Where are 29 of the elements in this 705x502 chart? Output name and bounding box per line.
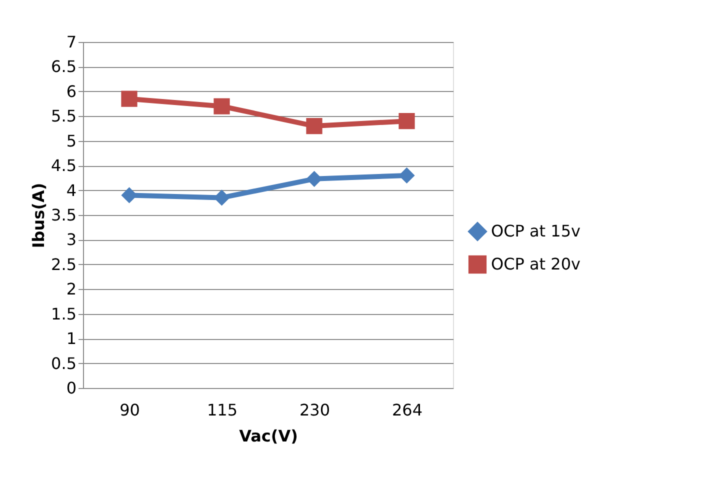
point bbox=[306, 170, 322, 187]
y-tick-label: 6.5 bbox=[51, 57, 76, 76]
x-tick-label: 264 bbox=[392, 400, 423, 420]
y-tick-label: 7 bbox=[66, 32, 76, 52]
y-tick-label: 1 bbox=[66, 329, 76, 348]
y-tick-label: 0 bbox=[66, 378, 76, 398]
point bbox=[398, 167, 415, 184]
point bbox=[214, 98, 230, 114]
y-tick-label: 3 bbox=[66, 230, 76, 250]
point bbox=[398, 113, 415, 130]
point bbox=[306, 118, 322, 134]
y-tick-label: 5 bbox=[66, 131, 76, 150]
y-axis-title: Ibus(A) bbox=[29, 182, 48, 248]
y-tick-label: 5.5 bbox=[51, 106, 76, 126]
x-axis-title: Vac(V) bbox=[239, 426, 298, 446]
y-tick-label: 2.5 bbox=[51, 254, 76, 274]
y-tick-label: 3.5 bbox=[51, 206, 76, 224]
point bbox=[121, 90, 138, 107]
x-tick-label: 230 bbox=[299, 400, 330, 420]
legend-label: OCP at 20v bbox=[491, 254, 580, 274]
x-tick-label: 115 bbox=[206, 400, 238, 420]
y-tick-label: 4.5 bbox=[51, 156, 76, 176]
x-tick-label: 90 bbox=[120, 400, 140, 420]
y-tick-label: 6 bbox=[66, 82, 76, 101]
y-tick-label: 4 bbox=[66, 180, 76, 200]
legend-label: OCP at 15v bbox=[491, 222, 580, 240]
y-tick-label: 2 bbox=[66, 280, 76, 299]
y-tick-label: 0.5 bbox=[51, 354, 76, 373]
y-tick-label: 1.5 bbox=[51, 304, 76, 324]
